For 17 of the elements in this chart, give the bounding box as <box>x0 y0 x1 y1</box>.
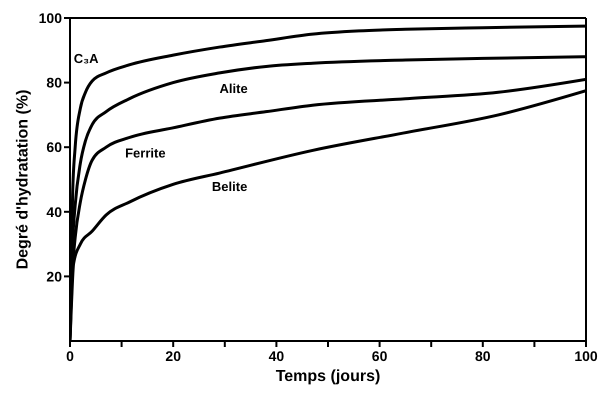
x-axis-title: Temps (jours) <box>276 368 380 385</box>
series-label: C₃A <box>74 50 100 66</box>
y-tick-label: 40 <box>46 204 62 220</box>
x-tick-label: 0 <box>66 348 74 364</box>
x-tick-label: 60 <box>372 348 388 364</box>
y-tick-label: 20 <box>46 268 62 284</box>
y-tick-label: 80 <box>46 74 62 91</box>
x-tick-label: 40 <box>268 348 284 364</box>
y-tick-label: 100 <box>38 10 62 26</box>
y-tick-label: 60 <box>46 139 62 156</box>
x-tick-label: 20 <box>165 348 182 364</box>
y-axis-title: Degré d'hydratation (%) <box>14 90 32 270</box>
series-label: Belite <box>212 179 248 194</box>
series-label: Alite <box>220 80 248 96</box>
x-tick-label: 80 <box>475 348 491 364</box>
x-tick-label: 100 <box>574 348 598 364</box>
series-label: Ferrite <box>125 146 166 161</box>
